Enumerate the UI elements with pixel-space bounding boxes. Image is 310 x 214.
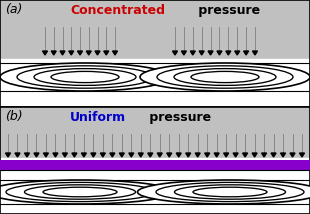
Text: pressure: pressure: [194, 4, 260, 17]
Polygon shape: [110, 153, 115, 157]
Polygon shape: [224, 153, 229, 157]
Polygon shape: [290, 153, 295, 157]
Polygon shape: [69, 51, 74, 55]
Ellipse shape: [0, 63, 170, 91]
Polygon shape: [78, 51, 82, 55]
Polygon shape: [205, 153, 210, 157]
Polygon shape: [181, 51, 186, 55]
Polygon shape: [186, 153, 191, 157]
Polygon shape: [95, 51, 100, 55]
Polygon shape: [148, 153, 153, 157]
Polygon shape: [208, 51, 213, 55]
Polygon shape: [233, 153, 238, 157]
Text: Concentrated: Concentrated: [70, 4, 165, 17]
Polygon shape: [253, 51, 258, 55]
Polygon shape: [226, 51, 231, 55]
Polygon shape: [190, 51, 195, 55]
Ellipse shape: [138, 180, 310, 204]
Polygon shape: [138, 153, 143, 157]
Polygon shape: [53, 153, 58, 157]
Polygon shape: [271, 153, 276, 157]
Polygon shape: [6, 153, 11, 157]
Ellipse shape: [0, 180, 172, 204]
Polygon shape: [34, 153, 39, 157]
Polygon shape: [72, 153, 77, 157]
Polygon shape: [62, 153, 67, 157]
Polygon shape: [104, 51, 109, 55]
Polygon shape: [100, 153, 105, 157]
Polygon shape: [91, 153, 96, 157]
Polygon shape: [60, 51, 65, 55]
Polygon shape: [214, 153, 219, 157]
Polygon shape: [199, 51, 204, 55]
Text: (a): (a): [5, 3, 22, 16]
Polygon shape: [43, 153, 48, 157]
Polygon shape: [51, 51, 56, 55]
Polygon shape: [119, 153, 124, 157]
Polygon shape: [113, 51, 117, 55]
Polygon shape: [86, 51, 91, 55]
Polygon shape: [176, 153, 181, 157]
Text: pressure: pressure: [145, 111, 211, 124]
Ellipse shape: [140, 63, 310, 91]
Text: (b): (b): [5, 110, 23, 123]
Polygon shape: [129, 153, 134, 157]
Polygon shape: [252, 153, 257, 157]
Polygon shape: [42, 51, 47, 55]
Polygon shape: [157, 153, 162, 157]
Polygon shape: [243, 153, 248, 157]
Polygon shape: [172, 51, 178, 55]
Polygon shape: [262, 153, 267, 157]
Bar: [0, 160, 310, 170]
Polygon shape: [244, 51, 249, 55]
Text: Uniform: Uniform: [70, 111, 126, 124]
Polygon shape: [299, 153, 304, 157]
Polygon shape: [81, 153, 86, 157]
Polygon shape: [167, 153, 172, 157]
Polygon shape: [281, 153, 286, 157]
Polygon shape: [235, 51, 240, 55]
Polygon shape: [195, 153, 200, 157]
Polygon shape: [217, 51, 222, 55]
Polygon shape: [24, 153, 29, 157]
Polygon shape: [15, 153, 20, 157]
